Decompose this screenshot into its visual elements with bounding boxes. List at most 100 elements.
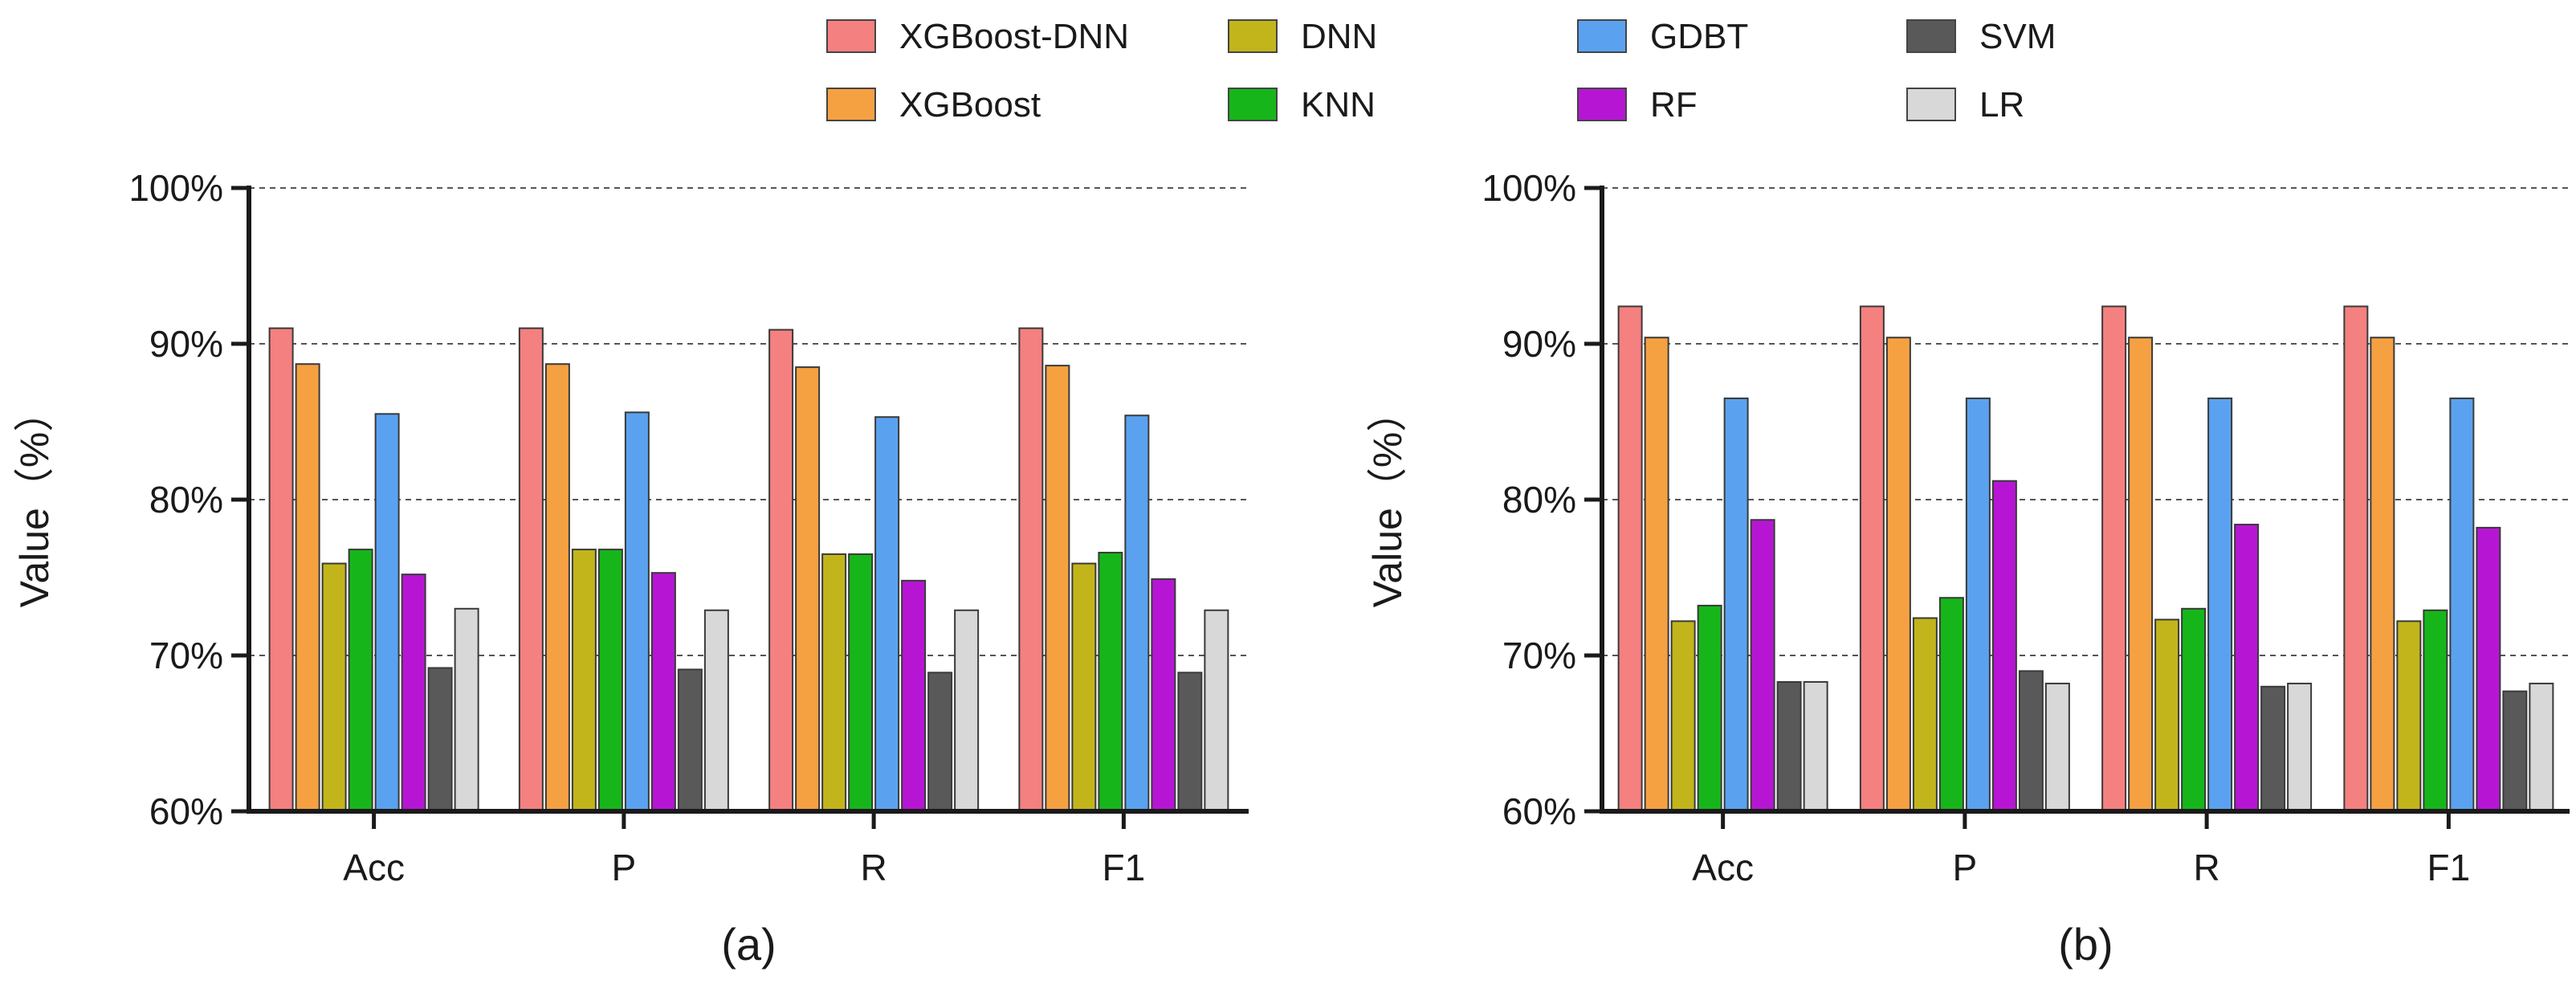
bar-svm-acc [1776, 680, 1802, 812]
bar-knn-p [597, 549, 623, 813]
y-tick-labels: 60% 70% 80% 90% 100% [128, 167, 249, 832]
bar-lr-f1 [1204, 609, 1229, 812]
bar-gdbt-f1 [1124, 414, 1150, 812]
bar-gdbt-p [624, 411, 650, 812]
bar-rf-r [901, 579, 927, 812]
bar-knn-f1 [2423, 609, 2448, 812]
legend-item-dnn: DNN [1228, 17, 1377, 56]
bar-xgboost-f1 [2370, 337, 2395, 812]
bar-rf-p [650, 572, 676, 812]
chart-panel-b: 60% 70% 80% 90% 100% Acc P R F1 Value（%） (b) [1365, 167, 2570, 970]
bar-svm-p [2018, 670, 2044, 813]
legend-label-xgboost: XGBoost [899, 85, 1041, 125]
bar-knn-acc [348, 549, 373, 813]
bar-gdbt-r [2207, 397, 2233, 812]
y-tick-label: 60% [1502, 790, 1576, 832]
bar-knn-acc [1697, 604, 1722, 812]
bar-dnn-r [821, 553, 847, 813]
bar-svm-r [2260, 685, 2286, 812]
bar-rf-acc [401, 574, 426, 812]
legend-label-lr: LR [1979, 85, 2024, 125]
x-tick-label-acc: Acc [343, 847, 405, 888]
x-tick-labels: Acc P R F1 [1692, 811, 2470, 888]
bar-svm-r [927, 672, 953, 813]
legend-label-rf: RF [1650, 85, 1698, 125]
bar-gdbt-p [1965, 397, 1991, 812]
y-tick-label: 70% [1502, 635, 1576, 676]
y-tick-label: 100% [1482, 167, 1576, 209]
bar-gdbt-r [874, 416, 900, 812]
bar-xgboost-dnn-acc [1617, 305, 1643, 812]
bar-knn-p [1938, 597, 1964, 812]
bar-knn-r [848, 553, 874, 813]
bar-xgboost-p [544, 363, 570, 813]
bar-xgboost-dnn-f1 [1018, 327, 1044, 813]
legend-swatch-svm [1906, 19, 1956, 53]
bar-dnn-p [571, 549, 597, 813]
bar-lr-p [2044, 682, 2070, 812]
y-tick-label: 90% [149, 323, 223, 365]
bar-rf-p [1991, 480, 2017, 812]
x-tick-label-p: P [1953, 847, 1978, 888]
bar-xgboost-dnn-p [1859, 305, 1885, 812]
legend-label-svm: SVM [1979, 17, 2056, 56]
y-axis-title: Value（%） [1365, 392, 1410, 608]
legend-swatch-gdbt [1577, 19, 1627, 53]
bar-lr-acc [1803, 680, 1828, 812]
bar-xgboost-dnn-r [2101, 305, 2127, 812]
x-tick-label-r: R [861, 847, 887, 888]
x-tick-labels: Acc P R F1 [343, 811, 1145, 888]
bar-dnn-f1 [2396, 620, 2422, 812]
legend-swatch-rf [1577, 88, 1627, 121]
bar-svm-f1 [1177, 672, 1203, 813]
bar-dnn-p [1912, 617, 1938, 812]
bar-xgboost-dnn-r [768, 329, 794, 813]
y-tick-label: 80% [149, 479, 223, 521]
bar-dnn-acc [1670, 620, 1696, 812]
bar-xgboost-dnn-acc [268, 327, 294, 813]
legend-swatch-knn [1228, 88, 1278, 121]
bar-lr-acc [454, 607, 479, 812]
legend-item-xgboost-dnn: XGBoost-DNN [826, 17, 1129, 56]
bar-dnn-f1 [1071, 562, 1097, 812]
legend-swatch-lr [1906, 88, 1956, 121]
legend-item-gdbt: GDBT [1577, 17, 1748, 56]
bar-gdbt-f1 [2449, 397, 2475, 812]
legend-label-xgboost-dnn: XGBoost-DNN [899, 17, 1129, 56]
bar-lr-f1 [2529, 682, 2554, 812]
bar-rf-r [2234, 524, 2260, 812]
x-tick-label-p: P [612, 847, 637, 888]
bar-gdbt-acc [1723, 397, 1749, 812]
panel-label-b: (b) [2058, 919, 2113, 970]
panel-label-a: (a) [721, 919, 776, 970]
bar-dnn-r [2154, 619, 2180, 812]
bar-xgboost-acc [1644, 337, 1669, 812]
y-tick-labels: 60% 70% 80% 90% 100% [1482, 167, 1602, 832]
legend-item-xgboost: XGBoost [826, 85, 1041, 125]
x-tick-label-r: R [2194, 847, 2220, 888]
bar-svm-p [677, 668, 703, 813]
chart-panel-a: 60% 70% 80% 90% 100% Acc P R F1 Value（%） (a) [12, 167, 1249, 970]
bar-dnn-acc [321, 562, 347, 812]
legend-swatch-xgboost-dnn [826, 19, 876, 53]
legend-label-knn: KNN [1301, 85, 1376, 125]
x-tick-label-f1: F1 [1103, 847, 1146, 888]
bar-xgboost-p [1885, 337, 1911, 812]
y-tick-label: 90% [1502, 323, 1576, 365]
legend-label-dnn: DNN [1301, 17, 1377, 56]
x-tick-label-f1: F1 [2427, 847, 2471, 888]
bar-knn-r [2181, 607, 2207, 812]
bar-rf-f1 [2476, 526, 2501, 812]
legend-item-knn: KNN [1228, 85, 1376, 125]
bar-lr-r [2287, 682, 2313, 812]
bar-lr-p [703, 609, 729, 812]
bar-svm-f1 [2502, 690, 2528, 812]
bar-xgboost-f1 [1045, 365, 1070, 813]
y-tick-label: 60% [149, 790, 223, 832]
bar-rf-acc [1750, 519, 1775, 812]
legend-item-svm: SVM [1906, 17, 2056, 56]
legend: XGBoost-DNN XGBoost DNN KNN GDBT RF SVM LR [826, 17, 2056, 125]
legend-swatch-dnn [1228, 19, 1278, 53]
legend-item-rf: RF [1577, 85, 1698, 125]
y-tick-label: 70% [149, 635, 223, 676]
